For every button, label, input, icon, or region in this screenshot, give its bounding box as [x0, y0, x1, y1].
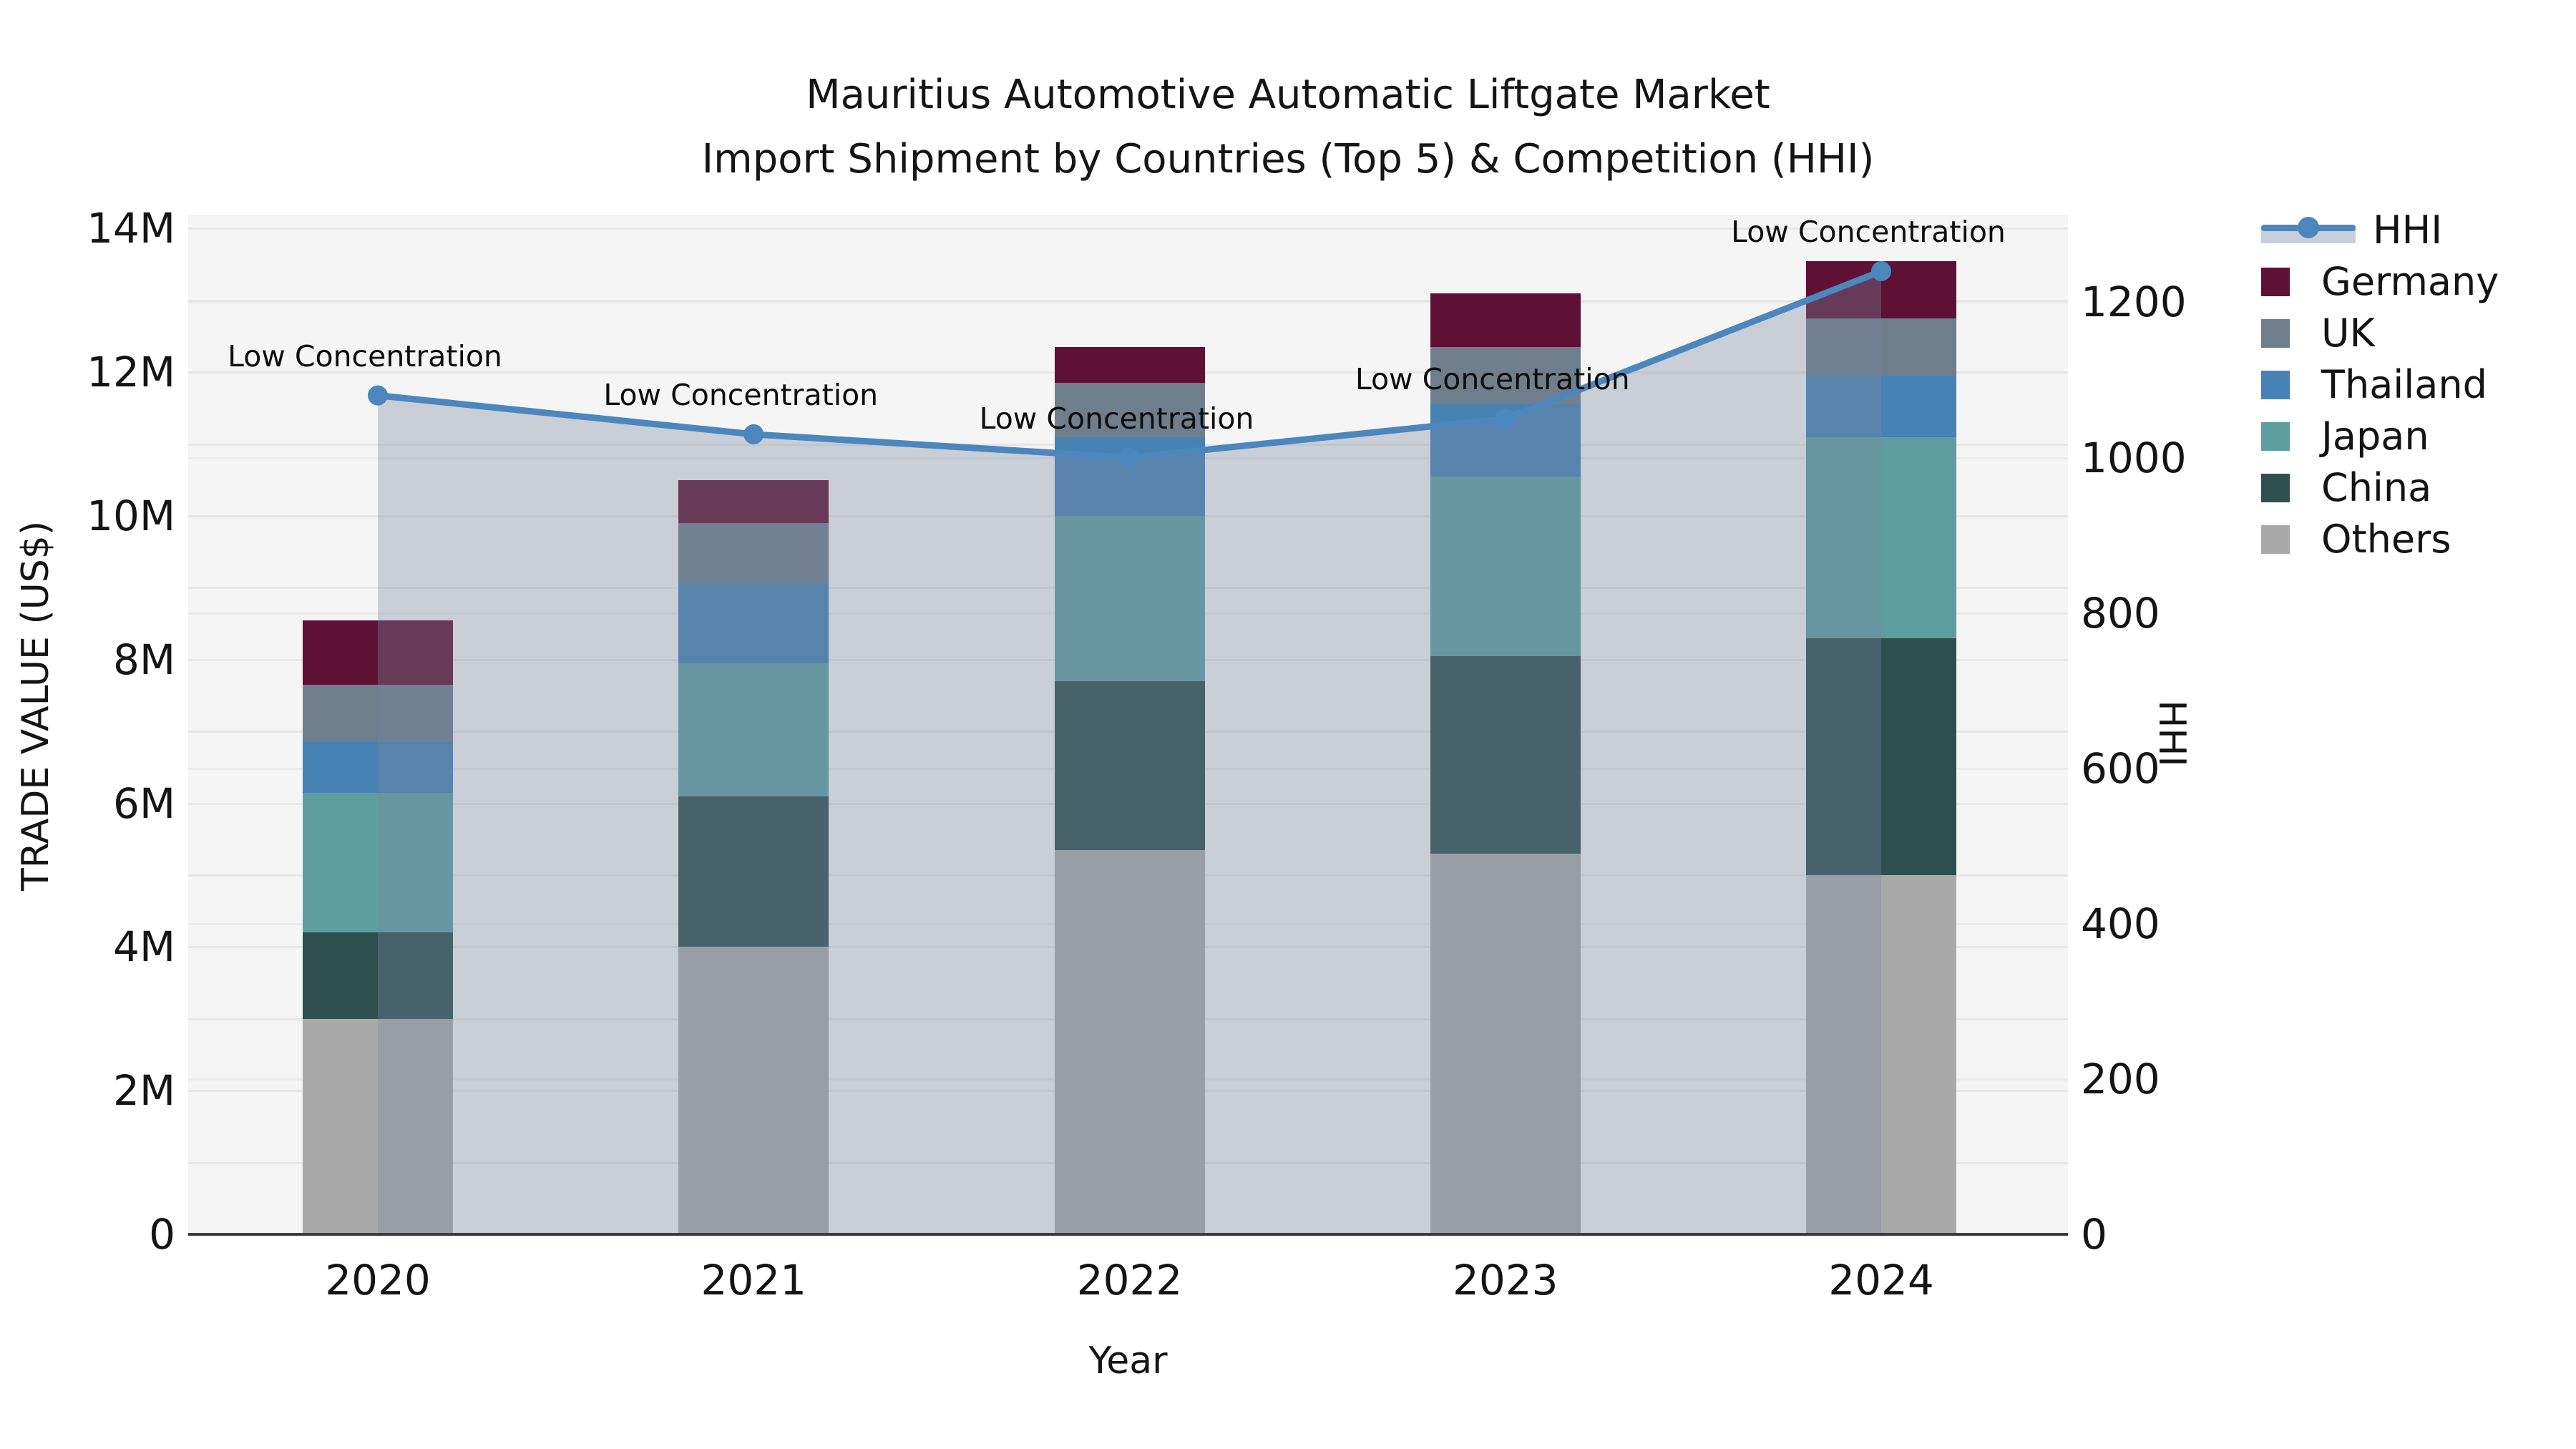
right-tick-1000: 1000 — [2081, 433, 2187, 482]
legend-label-japan: Japan — [2321, 414, 2429, 459]
x-tick-2023: 2023 — [1452, 1256, 1558, 1304]
bar-segment-china-2024 — [1806, 638, 1956, 875]
right-tick-0: 0 — [2081, 1210, 2107, 1259]
right-tick-1200: 1200 — [2081, 278, 2187, 327]
x-tick-2024: 2024 — [1828, 1256, 1934, 1304]
hhi-marker-2020 — [368, 385, 388, 406]
legend-item-uk: UK — [2261, 311, 2375, 356]
bar-segment-uk-2022 — [1054, 383, 1205, 437]
hhi-marker-2021 — [743, 424, 764, 444]
legend-swatch-others — [2261, 525, 2290, 554]
bar-segment-others-2021 — [678, 947, 829, 1234]
bar-segment-japan-2022 — [1054, 516, 1205, 681]
legend-item-others: Others — [2261, 517, 2451, 562]
bar-segment-germany-2020 — [303, 620, 453, 685]
legend-item-thailand: Thailand — [2261, 362, 2487, 407]
bar-segment-uk-2023 — [1430, 347, 1581, 405]
bar-segment-others-2023 — [1430, 853, 1581, 1234]
right-tick-400: 400 — [2081, 899, 2160, 948]
x-axis-spine — [188, 1233, 2068, 1236]
left-tick-8M: 8M — [113, 635, 175, 684]
annotation-2020: Low Concentration — [228, 338, 502, 374]
legend-label-uk: UK — [2321, 311, 2375, 356]
legend-label-thailand: Thailand — [2321, 362, 2487, 407]
hhi-marker-2022 — [1119, 447, 1140, 468]
legend-swatch-thailand — [2261, 370, 2290, 399]
legend-item-germany: Germany — [2261, 259, 2499, 304]
left-tick-12M: 12M — [87, 348, 175, 397]
bar-segment-china-2020 — [303, 932, 453, 1019]
legend-swatch-germany — [2261, 267, 2290, 296]
plot-area: Low Concentration Low Concentration Low Co… — [188, 215, 2068, 1234]
x-tick-2022: 2022 — [1076, 1256, 1183, 1304]
x-tick-2020: 2020 — [325, 1256, 431, 1304]
legend-label-others: Others — [2321, 517, 2451, 562]
bar-segment-uk-2024 — [1806, 318, 1956, 376]
hhi-area-fill — [378, 270, 1881, 1234]
gridline — [188, 228, 2068, 230]
legend-item-hhi: HHI — [2261, 208, 2442, 253]
bar-segment-japan-2021 — [678, 663, 829, 796]
right-tick-800: 800 — [2081, 588, 2160, 638]
bar-segment-germany-2022 — [1054, 347, 1205, 384]
chart-title-line-2: Import Shipment by Countries (Top 5) & C… — [701, 136, 1875, 182]
bar-segment-germany-2021 — [678, 479, 829, 524]
legend-swatch-china — [2261, 473, 2290, 502]
right-axis-title: HHI — [2150, 700, 2193, 767]
hhi-line-layer — [368, 260, 1891, 1234]
annotation-2021: Low Concentration — [603, 377, 879, 412]
left-tick-0: 0 — [149, 1210, 175, 1259]
left-tick-2M: 2M — [113, 1066, 175, 1116]
bar-segment-others-2024 — [1806, 875, 1956, 1234]
legend-label-hhi: HHI — [2373, 208, 2443, 253]
bar-segment-china-2021 — [678, 796, 829, 947]
bar-segment-others-2020 — [303, 1018, 453, 1234]
bar-segment-thailand-2021 — [678, 584, 829, 663]
legend-item-japan: Japan — [2261, 414, 2429, 459]
annotation-2024: Low Concentration — [1731, 214, 2006, 249]
legend-swatch-japan — [2261, 421, 2290, 451]
bar-segment-thailand-2020 — [303, 742, 453, 793]
bar-segment-china-2023 — [1430, 655, 1581, 854]
bar-segment-others-2022 — [1054, 849, 1205, 1234]
legend-label-china: China — [2321, 465, 2432, 510]
bar-segment-germany-2023 — [1430, 293, 1581, 348]
x-axis-title: Year — [1088, 1340, 1168, 1382]
bar-segment-thailand-2024 — [1806, 376, 1956, 437]
x-tick-2021: 2021 — [701, 1256, 807, 1304]
bar-segment-japan-2020 — [303, 792, 453, 933]
legend-item-china: China — [2261, 465, 2431, 510]
legend-swatch-uk — [2261, 318, 2290, 348]
bar-segment-uk-2021 — [678, 523, 829, 585]
bar-segment-china-2022 — [1054, 680, 1205, 850]
annotation-2022: Low Concentration — [979, 401, 1254, 436]
left-tick-14M: 14M — [87, 204, 175, 253]
chart-title-line-1: Mauritius Automotive Automatic Liftgate … — [806, 72, 1770, 118]
left-axis-title: TRADE VALUE (US$) — [14, 520, 57, 891]
bar-segment-japan-2024 — [1806, 436, 1956, 638]
legend-hhi-swatch — [2261, 216, 2356, 245]
gridline — [188, 299, 2068, 302]
hhi-marker-2024 — [1871, 260, 1891, 281]
bar-segment-japan-2023 — [1430, 476, 1581, 656]
gridline — [188, 301, 2068, 304]
legend-label-germany: Germany — [2321, 259, 2499, 304]
left-tick-6M: 6M — [113, 779, 175, 828]
left-tick-10M: 10M — [87, 492, 175, 540]
right-tick-200: 200 — [2081, 1054, 2160, 1103]
annotation-2023: Low Concentration — [1355, 362, 1630, 397]
left-tick-4M: 4M — [113, 922, 175, 972]
bar-segment-uk-2020 — [303, 684, 453, 743]
hhi-marker-2023 — [1495, 409, 1516, 429]
right-tick-600: 600 — [2081, 743, 2160, 793]
